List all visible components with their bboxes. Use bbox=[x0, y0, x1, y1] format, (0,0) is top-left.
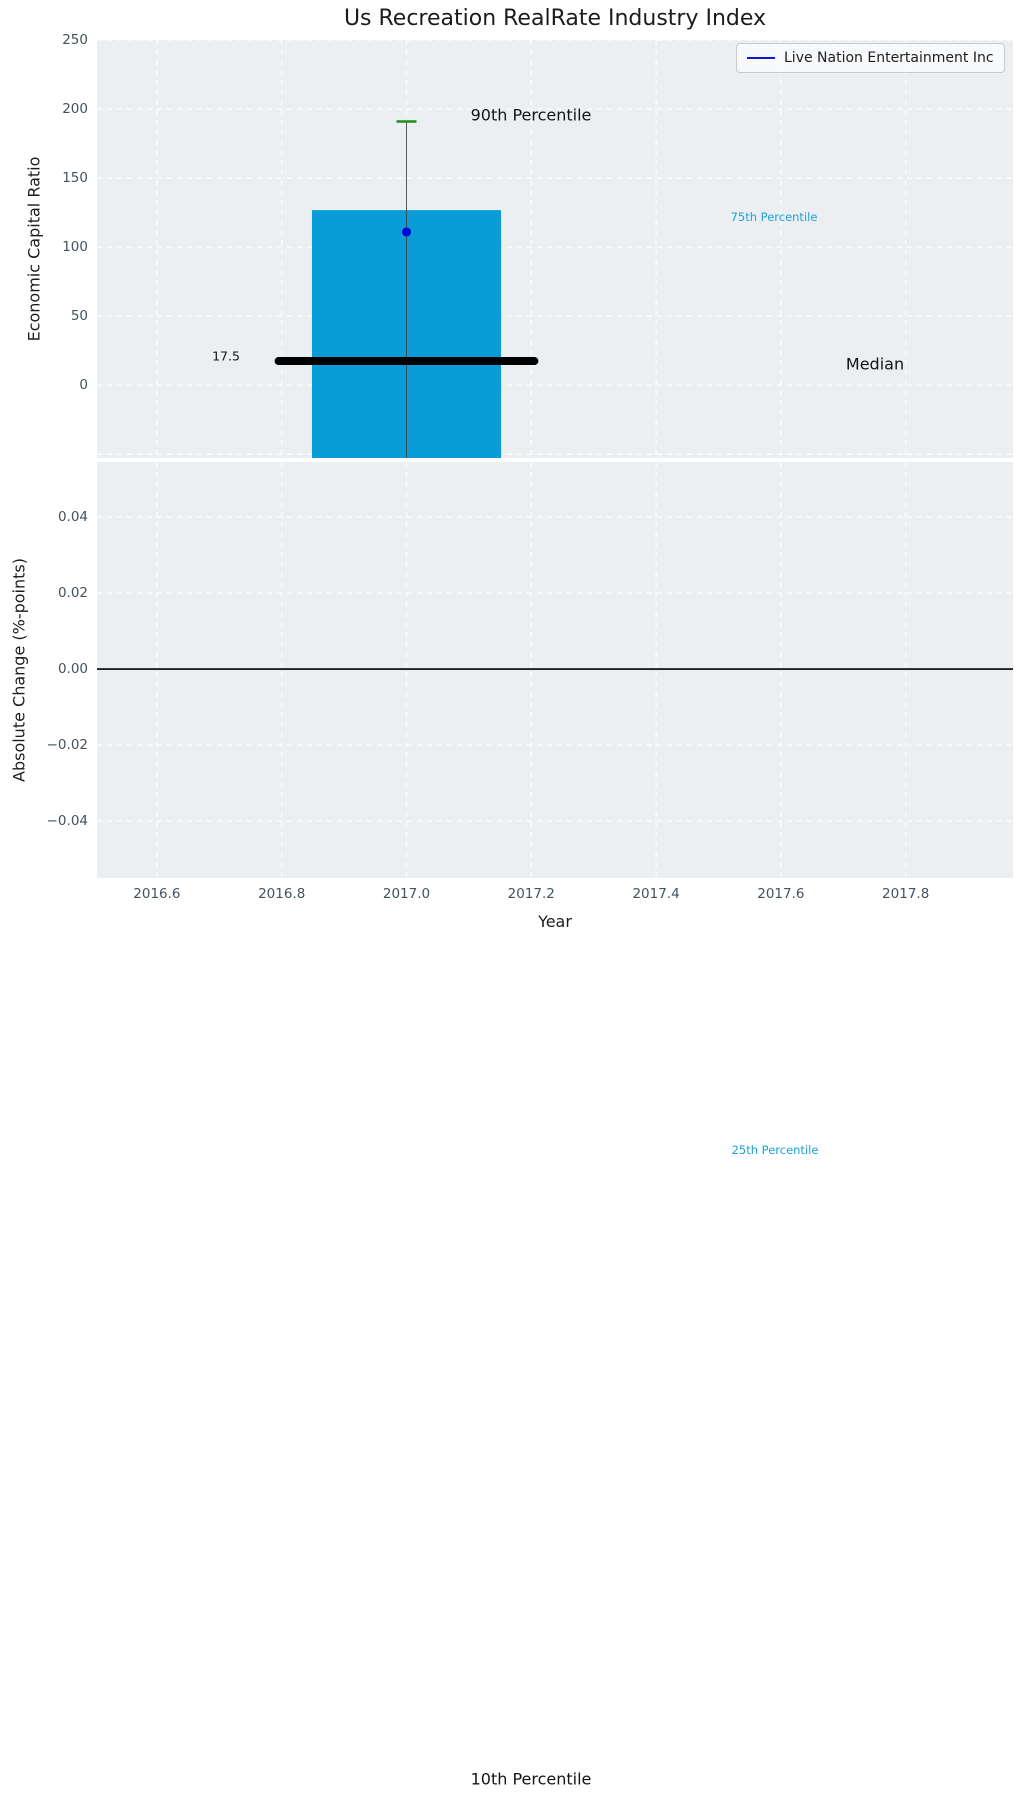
legend-line-sample bbox=[747, 57, 775, 59]
bottom-axes-background bbox=[97, 462, 1013, 878]
y-tick-label-bottom: −0.02 bbox=[46, 737, 88, 754]
x-tick-label: 2017.6 bbox=[757, 886, 805, 902]
chart-title: Us Recreation RealRate Industry Index bbox=[343, 6, 767, 31]
x-tick-label: 2016.8 bbox=[258, 886, 306, 902]
x-tick-label: 2016.6 bbox=[133, 886, 181, 902]
y-tick-label-top: 250 bbox=[62, 32, 88, 48]
annotation-median: Median bbox=[845, 354, 905, 374]
legend: Live Nation Entertainment Inc bbox=[736, 43, 1005, 73]
y-tick-label-bottom: 0.02 bbox=[57, 585, 88, 602]
x-axis-label: Year bbox=[538, 912, 572, 931]
y-tick-label-top: 200 bbox=[62, 101, 88, 118]
annotation-17-5: 17.5 bbox=[212, 348, 240, 364]
x-tick-label: 2017.2 bbox=[507, 886, 555, 902]
x-tick-label: 2017.0 bbox=[382, 886, 431, 902]
y-tick-label-bottom: 0.00 bbox=[57, 661, 88, 678]
y-tick-label-top: 0 bbox=[79, 377, 88, 394]
annotation-90th-percentile: 90th Percentile bbox=[470, 105, 592, 125]
y-tick-label-top: 50 bbox=[70, 308, 88, 325]
y-tick-label-bottom: −0.04 bbox=[46, 813, 88, 829]
annotation-25th-percentile: 25th Percentile bbox=[731, 1143, 819, 1157]
y-tick-label-bottom: 0.04 bbox=[57, 509, 88, 526]
annotation-10th-percentile: 10th Percentile bbox=[470, 1769, 592, 1789]
y-tick-label-top: 100 bbox=[62, 239, 88, 256]
y-tick-label-top: 150 bbox=[62, 170, 88, 187]
legend-label: Live Nation Entertainment Inc bbox=[784, 50, 994, 66]
annotation-75th-percentile: 75th Percentile bbox=[730, 210, 818, 224]
company-data-point bbox=[401, 227, 411, 237]
top-axes-background bbox=[97, 40, 1013, 458]
x-tick-label: 2017.8 bbox=[882, 886, 930, 902]
x-tick-label: 2017.4 bbox=[632, 886, 680, 902]
